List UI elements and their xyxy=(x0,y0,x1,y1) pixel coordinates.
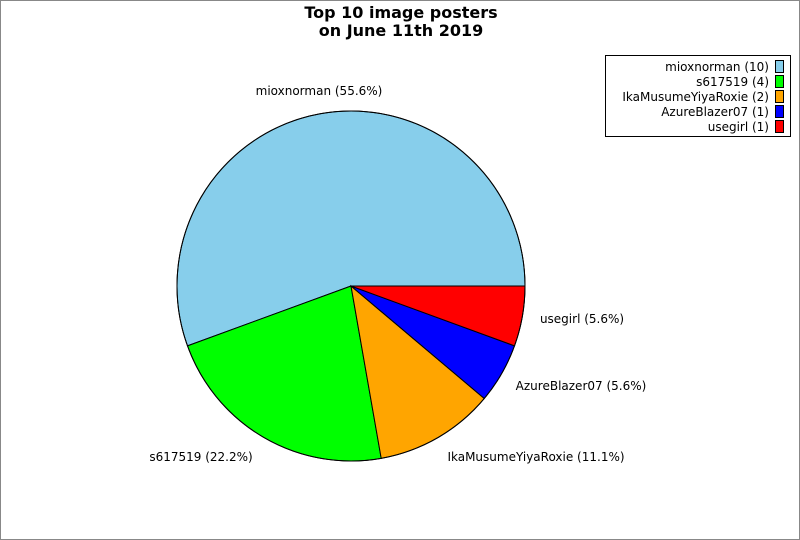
chart-title-line-1: Top 10 image posters xyxy=(304,3,498,22)
slice-label-mioxnorman: mioxnorman (55.6%) xyxy=(256,84,383,98)
pie-outline xyxy=(176,110,526,462)
legend-entry-mioxnorman: mioxnorman (10) xyxy=(665,59,784,74)
legend-entry-azureblazer07: AzureBlazer07 (1) xyxy=(661,104,784,119)
legend-label: mioxnorman (10) xyxy=(665,59,769,74)
legend-swatch xyxy=(775,90,784,103)
chart-legend: mioxnorman (10) s617519 (4) IkaMusumeYiyaR… xyxy=(605,55,791,137)
legend-entry-usegirl: usegirl (1) xyxy=(708,119,784,134)
legend-swatch xyxy=(775,105,784,118)
legend-label: AzureBlazer07 (1) xyxy=(661,104,769,119)
slice-label-usegirl: usegirl (5.6%) xyxy=(540,312,624,326)
legend-swatch xyxy=(775,120,784,133)
legend-label: IkaMusumeYiyaRoxie (2) xyxy=(622,89,769,104)
chart-title-line-2: on June 11th 2019 xyxy=(318,21,484,40)
chart-title: Top 10 image posters on June 11th 2019 xyxy=(1,4,800,40)
legend-entry-s617519: s617519 (4) xyxy=(696,74,784,89)
legend-entry-ikamusumeyiyaroxie: IkaMusumeYiyaRoxie (2) xyxy=(622,89,784,104)
legend-swatch xyxy=(775,60,784,73)
slice-label-ikamusumeyiyaroxie: IkaMusumeYiyaRoxie (11.1%) xyxy=(447,450,624,464)
legend-swatch xyxy=(775,75,784,88)
slice-label-s617519: s617519 (22.2%) xyxy=(149,450,252,464)
legend-label: s617519 (4) xyxy=(696,74,769,89)
slice-label-azureblazer07: AzureBlazer07 (5.6%) xyxy=(516,379,647,393)
legend-label: usegirl (1) xyxy=(707,119,769,134)
